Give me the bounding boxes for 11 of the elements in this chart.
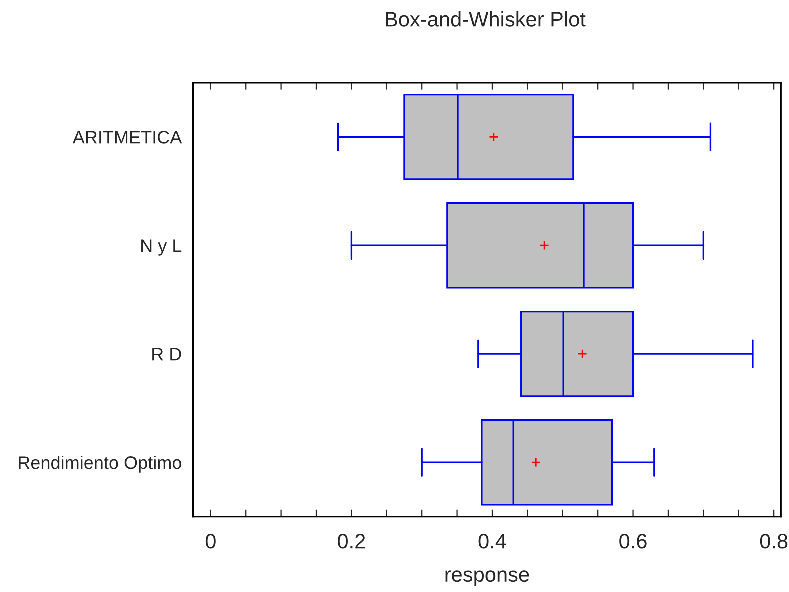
x-tick-label: 0.4 <box>478 534 506 549</box>
y-tick-label: R D <box>152 348 182 361</box>
x-tick-label: 0 <box>206 534 216 549</box>
y-tick-label: Rendimiento Optimo <box>19 456 182 473</box>
x-axis-title: response <box>446 570 530 586</box>
x-tick-label: 0.2 <box>338 534 366 549</box>
y-tick-label: N y L <box>142 240 182 256</box>
y-tick-label: ARITMETICA <box>72 131 182 144</box>
x-tick-label: 0.8 <box>760 534 788 549</box>
x-tick-label: 0.6 <box>620 534 647 549</box>
chart-title: Box-and-Whisker Plot <box>386 12 586 27</box>
